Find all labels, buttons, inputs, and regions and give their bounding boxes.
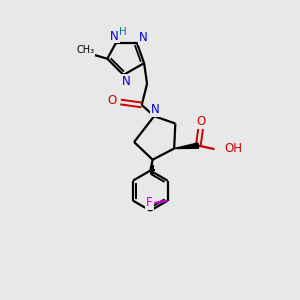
Text: N: N [122,75,131,88]
Text: O: O [108,94,117,107]
Text: N: N [139,31,148,44]
Text: CH₃: CH₃ [76,46,94,56]
Text: N: N [151,103,160,116]
Polygon shape [174,143,199,148]
Text: OH: OH [225,142,243,155]
Text: F: F [146,196,153,208]
Text: H: H [119,27,127,37]
Text: N: N [110,29,119,43]
Text: O: O [196,115,205,128]
